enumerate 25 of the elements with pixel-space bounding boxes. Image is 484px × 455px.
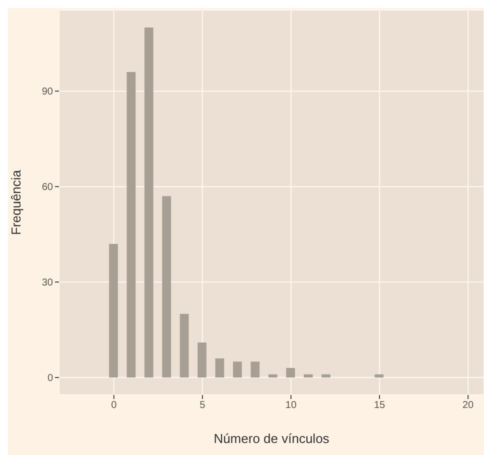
- x-tick-label: 15: [374, 400, 386, 412]
- bar: [286, 368, 295, 378]
- bar: [162, 196, 172, 378]
- bar: [250, 362, 260, 378]
- x-tick-label: 20: [462, 400, 474, 412]
- bar: [126, 72, 136, 378]
- y-tick-label: 0: [47, 373, 54, 384]
- bar: [144, 28, 154, 378]
- bar: [198, 342, 206, 378]
- bar: [322, 374, 330, 378]
- x-tick-label: 0: [111, 400, 118, 412]
- x-axis-title: Número de vínculos: [214, 431, 330, 446]
- bar: [233, 362, 242, 378]
- y-tick-label: 90: [42, 86, 54, 98]
- x-tick-label: 10: [285, 400, 297, 412]
- bar: [109, 244, 118, 378]
- x-tick-label: 5: [200, 400, 206, 412]
- y-tick-label: 30: [42, 278, 54, 289]
- bar: [180, 314, 189, 378]
- y-axis-title: Frequência: [8, 169, 24, 236]
- bar: [268, 374, 278, 378]
- bar: [304, 374, 313, 378]
- y-tick-label: 60: [42, 182, 54, 194]
- bar: [215, 358, 224, 378]
- bar: [374, 374, 384, 378]
